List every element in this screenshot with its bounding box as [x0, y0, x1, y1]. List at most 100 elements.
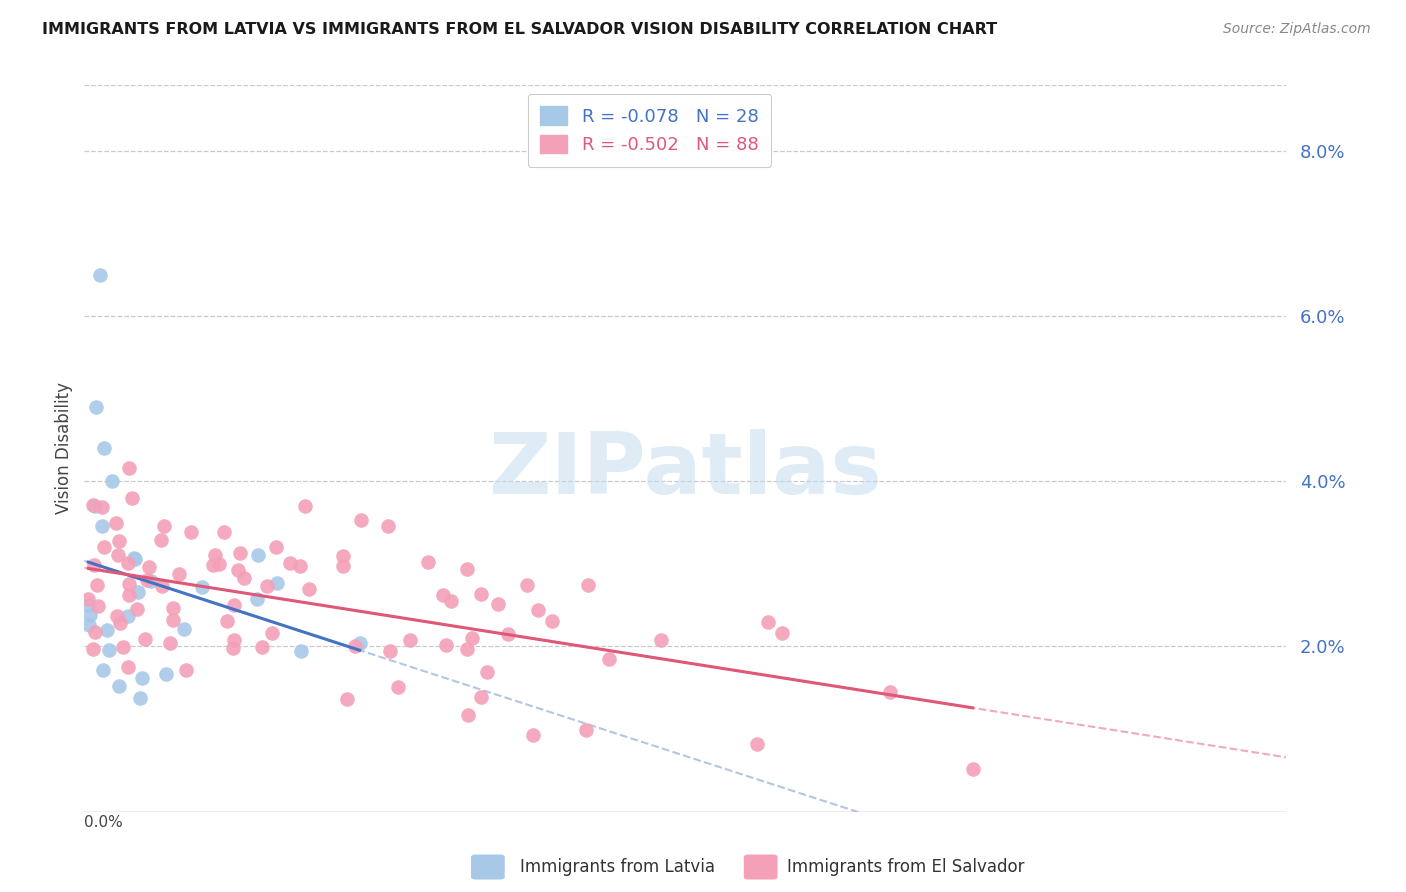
Point	[222, 598, 245, 612]
Point	[332, 559, 354, 574]
Point	[77, 592, 100, 607]
Point	[82, 641, 104, 656]
Point	[457, 708, 479, 723]
Point	[575, 723, 598, 738]
Point	[461, 631, 484, 645]
Point	[86, 578, 108, 592]
Point	[191, 581, 214, 595]
Point	[96, 624, 118, 638]
Point	[217, 614, 239, 628]
Point	[107, 534, 129, 549]
Point	[477, 665, 499, 680]
Point	[150, 533, 173, 547]
Point	[180, 524, 202, 539]
Point	[86, 400, 108, 414]
Point	[436, 639, 458, 653]
Point	[456, 642, 478, 657]
Point	[470, 587, 492, 601]
Point	[101, 475, 124, 489]
Point	[93, 541, 115, 555]
Point	[290, 644, 312, 658]
Point	[266, 575, 288, 590]
Point	[332, 549, 354, 564]
Point	[470, 690, 492, 704]
Point	[264, 540, 287, 554]
Point	[83, 558, 105, 572]
Point	[167, 567, 190, 582]
Point	[416, 555, 439, 569]
Legend: R = -0.078   N = 28, R = -0.502   N = 88: R = -0.078 N = 28, R = -0.502 N = 88	[527, 94, 770, 167]
Point	[294, 499, 316, 513]
Point	[378, 644, 401, 658]
Point	[576, 578, 599, 592]
Point	[124, 552, 146, 566]
Point	[527, 603, 550, 617]
Point	[222, 633, 245, 648]
Point	[650, 632, 672, 647]
Point	[77, 599, 100, 613]
Point	[162, 601, 184, 615]
Point	[87, 599, 110, 614]
Point	[129, 690, 152, 705]
Point	[440, 594, 463, 608]
Point	[108, 679, 131, 693]
Text: Immigrants from El Salvador: Immigrants from El Salvador	[787, 858, 1025, 876]
Point	[260, 626, 283, 640]
Text: Source: ZipAtlas.com: Source: ZipAtlas.com	[1223, 22, 1371, 37]
Text: ZIPatlas: ZIPatlas	[488, 428, 883, 511]
Point	[127, 602, 149, 616]
Point	[91, 663, 114, 677]
Point	[343, 640, 366, 654]
Point	[278, 556, 301, 570]
Point	[118, 576, 141, 591]
Point	[105, 608, 128, 623]
Point	[77, 618, 100, 632]
Point	[541, 615, 564, 629]
FancyBboxPatch shape	[471, 855, 505, 880]
Point	[962, 762, 984, 776]
Point	[222, 641, 245, 656]
Point	[174, 664, 197, 678]
Point	[770, 626, 793, 640]
Point	[173, 623, 195, 637]
Point	[108, 615, 131, 630]
Point	[134, 632, 156, 646]
Point	[90, 519, 112, 533]
Point	[107, 548, 129, 562]
Point	[202, 558, 225, 573]
Point	[256, 579, 278, 593]
Point	[207, 558, 229, 572]
Point	[138, 560, 160, 574]
Point	[117, 608, 139, 623]
Point	[399, 633, 422, 648]
Point	[155, 667, 177, 681]
FancyBboxPatch shape	[744, 855, 778, 880]
Point	[598, 651, 620, 665]
Point	[150, 578, 173, 592]
Point	[747, 737, 769, 751]
Point	[228, 546, 250, 560]
Point	[153, 519, 176, 533]
Point	[131, 671, 153, 685]
Point	[387, 680, 409, 694]
Text: Immigrants from Latvia: Immigrants from Latvia	[520, 858, 716, 876]
Text: 0.0%: 0.0%	[84, 815, 124, 830]
Point	[879, 685, 901, 699]
Point	[298, 582, 321, 596]
Point	[246, 548, 269, 562]
Point	[127, 585, 149, 599]
Point	[522, 728, 544, 742]
Point	[105, 516, 128, 530]
Point	[349, 513, 371, 527]
Point	[90, 500, 112, 514]
Point	[93, 442, 115, 455]
Point	[516, 577, 538, 591]
Point	[79, 608, 101, 623]
Point	[162, 613, 184, 627]
Point	[486, 597, 509, 611]
Point	[111, 640, 134, 654]
Point	[117, 660, 139, 674]
Point	[226, 563, 249, 577]
Point	[496, 627, 519, 641]
Point	[233, 571, 256, 585]
